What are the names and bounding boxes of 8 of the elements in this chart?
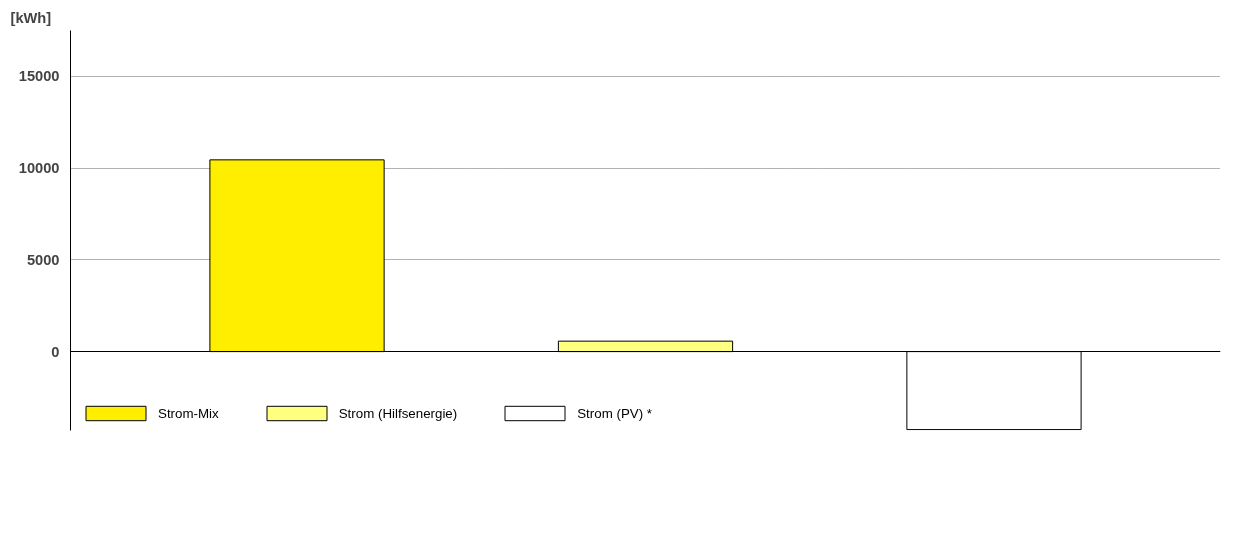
y-axis-title: [kWh]: [10, 9, 52, 26]
y-tick-label: 5000: [26, 251, 60, 268]
legend-label: Strom (Hilfsenergie): [338, 405, 458, 421]
legend-label: Strom (PV) *: [577, 405, 653, 421]
y-tick-label: 0: [51, 343, 60, 360]
y-tick-label: 10000: [18, 160, 60, 177]
y-tick-label: 15000: [18, 68, 60, 85]
legend-label: Strom-Mix: [158, 405, 219, 421]
